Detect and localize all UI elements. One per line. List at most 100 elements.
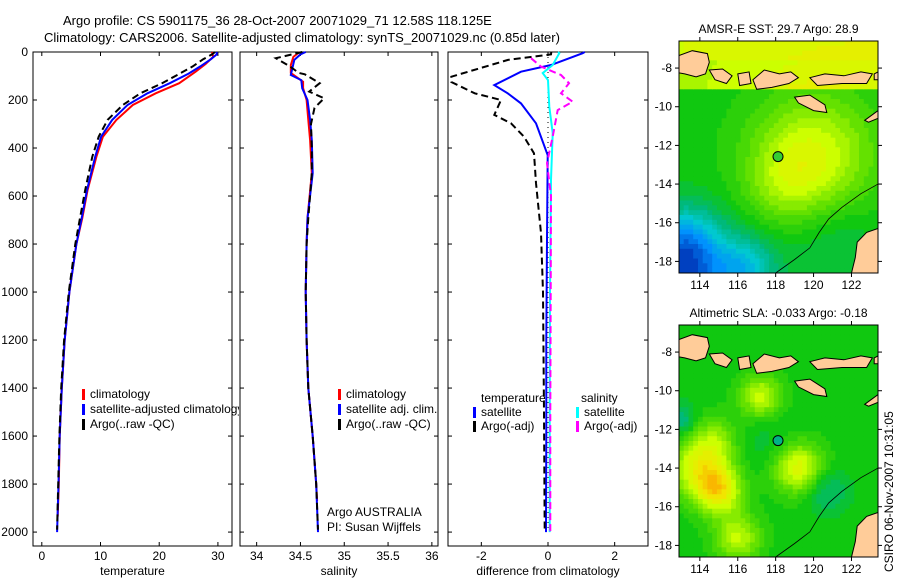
map-cell <box>844 132 851 139</box>
map-cell <box>773 186 780 192</box>
map-cell <box>745 215 751 221</box>
map-cell <box>698 421 704 428</box>
map-cell <box>811 205 817 211</box>
map-cell <box>873 508 878 515</box>
map-cell <box>873 368 878 374</box>
map-cell <box>806 234 813 240</box>
map-cell <box>849 224 855 231</box>
map-cell <box>821 268 827 273</box>
map-cell <box>773 542 780 548</box>
map-cell <box>816 450 822 457</box>
map-cell <box>683 358 689 365</box>
map-cell <box>854 421 860 428</box>
map-cell <box>797 190 803 197</box>
map-cell <box>806 70 813 76</box>
map-cell <box>783 518 789 524</box>
map-cell <box>754 383 761 389</box>
map-cell <box>840 234 846 240</box>
map-cell <box>712 499 718 505</box>
map-cell <box>688 552 694 557</box>
map-cell <box>769 239 775 245</box>
map-cell <box>802 229 808 235</box>
map-cell <box>792 412 798 418</box>
map-cell <box>778 450 784 457</box>
map-cell <box>816 532 822 539</box>
map-cell <box>811 45 817 52</box>
map-cell <box>693 128 699 134</box>
map-cell <box>835 45 841 52</box>
map-cell <box>773 445 780 452</box>
map-cell <box>750 157 756 163</box>
map-cell <box>698 494 704 500</box>
map-cell <box>802 79 808 86</box>
map-cell <box>844 94 851 100</box>
map-cell <box>783 99 789 105</box>
map-cell <box>754 325 761 331</box>
map-cell <box>788 190 794 197</box>
series-line-salinity-argo-adj- <box>530 57 575 533</box>
map-cell <box>773 171 780 177</box>
map-cell <box>835 234 841 240</box>
map-cell <box>702 152 708 158</box>
map-cell <box>792 460 798 466</box>
map-cell <box>698 373 704 379</box>
map-cell <box>745 392 751 399</box>
map-cell <box>802 65 808 71</box>
map-cell <box>844 41 851 47</box>
map-cell <box>702 470 708 476</box>
map-cell <box>788 166 794 173</box>
map-cell <box>679 499 685 505</box>
map-cell <box>830 89 836 95</box>
map-cell <box>707 378 713 384</box>
map-cell <box>750 552 756 557</box>
map-cell <box>806 229 813 235</box>
map-cell <box>679 537 685 544</box>
map-cell <box>750 200 756 206</box>
map-cell <box>868 426 874 432</box>
map-cell <box>849 210 855 216</box>
map-cell <box>693 508 699 515</box>
map-cell <box>792 325 798 331</box>
shelf-contour <box>775 467 878 557</box>
map-cell <box>726 41 732 47</box>
map-cell <box>707 128 713 134</box>
map-cell <box>769 229 775 235</box>
map-cell <box>811 60 817 66</box>
map-cell <box>821 186 827 192</box>
land-mass <box>708 68 733 85</box>
series-line-argo-raw-qc- <box>56 51 216 530</box>
map-cell <box>778 383 784 389</box>
map-cell <box>688 484 694 490</box>
map-cell <box>688 205 694 211</box>
map-cell <box>688 123 694 129</box>
map-cell <box>750 176 756 182</box>
map-cell <box>840 436 846 442</box>
map-cell <box>873 205 878 211</box>
map-cell <box>693 215 699 221</box>
map-cell <box>816 465 822 471</box>
map-cell <box>764 378 770 384</box>
map-cell <box>854 219 860 226</box>
map-cell <box>698 445 704 452</box>
map-cell <box>783 431 789 437</box>
map-cell <box>830 329 836 336</box>
map-cell <box>740 416 746 423</box>
map-cell <box>859 450 865 457</box>
map-cell <box>840 334 846 341</box>
map-cell <box>683 229 689 235</box>
map-cell <box>868 325 874 331</box>
map-cell <box>726 513 732 519</box>
map-cell <box>721 263 727 269</box>
map-cell <box>825 513 832 519</box>
map-cell <box>778 142 784 148</box>
map-cell <box>754 339 761 345</box>
map-cell <box>849 528 855 534</box>
map-cell <box>693 460 699 466</box>
map-cell <box>778 219 784 226</box>
map-cell <box>707 89 713 95</box>
map-cell <box>740 532 746 539</box>
map-cell <box>788 89 794 95</box>
map-cell <box>797 465 803 471</box>
map-cell <box>721 325 727 331</box>
